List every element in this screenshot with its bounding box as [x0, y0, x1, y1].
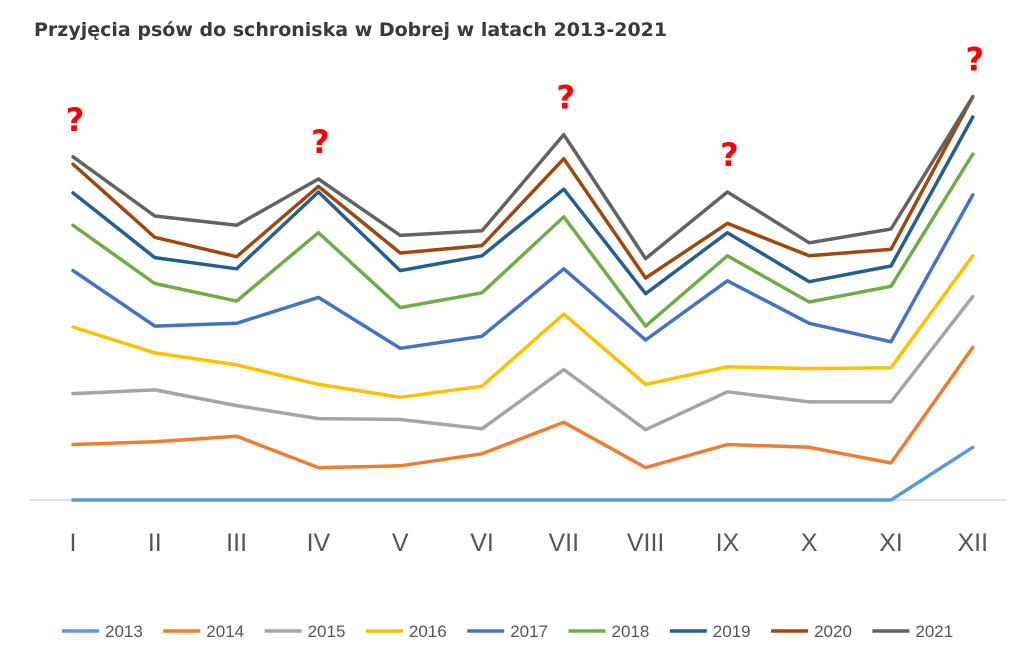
legend-label: 2015 — [308, 622, 346, 641]
series-line-2017 — [71, 193, 975, 351]
series-layer — [71, 94, 975, 502]
x-tick-label: II — [148, 529, 162, 557]
series-line-2013 — [71, 445, 975, 502]
x-tick-label: XI — [879, 529, 903, 557]
legend-item-2021: 2021 — [872, 622, 953, 641]
series-line-2021 — [71, 94, 975, 261]
legend-item-2019: 2019 — [669, 622, 751, 641]
series-line-2020 — [71, 94, 975, 280]
x-tick-label: III — [226, 529, 247, 557]
annotation-question-mark: ? — [966, 41, 985, 79]
legend-label: 2013 — [105, 622, 143, 641]
legend-label: 2019 — [713, 622, 751, 641]
legend: 2013 2014 2015 2016 2017 2018 2019 2020 2021 — [62, 622, 953, 641]
annotation-question-mark: ? — [311, 123, 330, 161]
x-tick-label: IV — [307, 529, 331, 557]
annotation-question-mark: ? — [66, 101, 85, 139]
series-line-2016 — [71, 254, 975, 400]
legend-item-2017: 2017 — [467, 622, 548, 641]
annotation-question-mark: ? — [557, 79, 576, 117]
legend-item-2014: 2014 — [163, 622, 244, 641]
annotation-question-mark: ? — [720, 136, 739, 174]
legend-item-2018: 2018 — [568, 622, 650, 641]
legend-label: 2017 — [510, 622, 548, 641]
legend-label: 2018 — [612, 622, 650, 641]
x-tick-label: VII — [549, 529, 580, 557]
chart-title: Przyjęcia psów do schroniska w Dobrej w … — [34, 19, 667, 41]
legend-item-2013: 2013 — [62, 622, 143, 641]
series-line-2018 — [71, 152, 975, 328]
series-line-2015 — [71, 294, 975, 432]
x-tick-labels: I II III IV V VI VII VIII IX X XI XII — [70, 529, 989, 557]
x-tick-label: IX — [716, 529, 740, 557]
legend-label: 2020 — [814, 622, 852, 641]
legend-label: 2016 — [409, 622, 447, 641]
x-tick-label: VI — [470, 529, 494, 557]
legend-item-2015: 2015 — [264, 622, 346, 641]
x-tick-label: VIII — [627, 529, 665, 557]
legend-label: 2021 — [915, 622, 953, 641]
series-line-2014 — [71, 345, 975, 470]
x-tick-label: X — [801, 529, 818, 557]
x-tick-label: V — [392, 529, 409, 557]
annotations: ????? — [66, 41, 984, 174]
series-line-2019 — [71, 115, 975, 296]
x-tick-label: XII — [958, 529, 989, 557]
x-tick-label: I — [70, 529, 77, 557]
legend-item-2020: 2020 — [771, 622, 852, 641]
legend-label: 2014 — [206, 622, 244, 641]
legend-item-2016: 2016 — [365, 622, 447, 641]
